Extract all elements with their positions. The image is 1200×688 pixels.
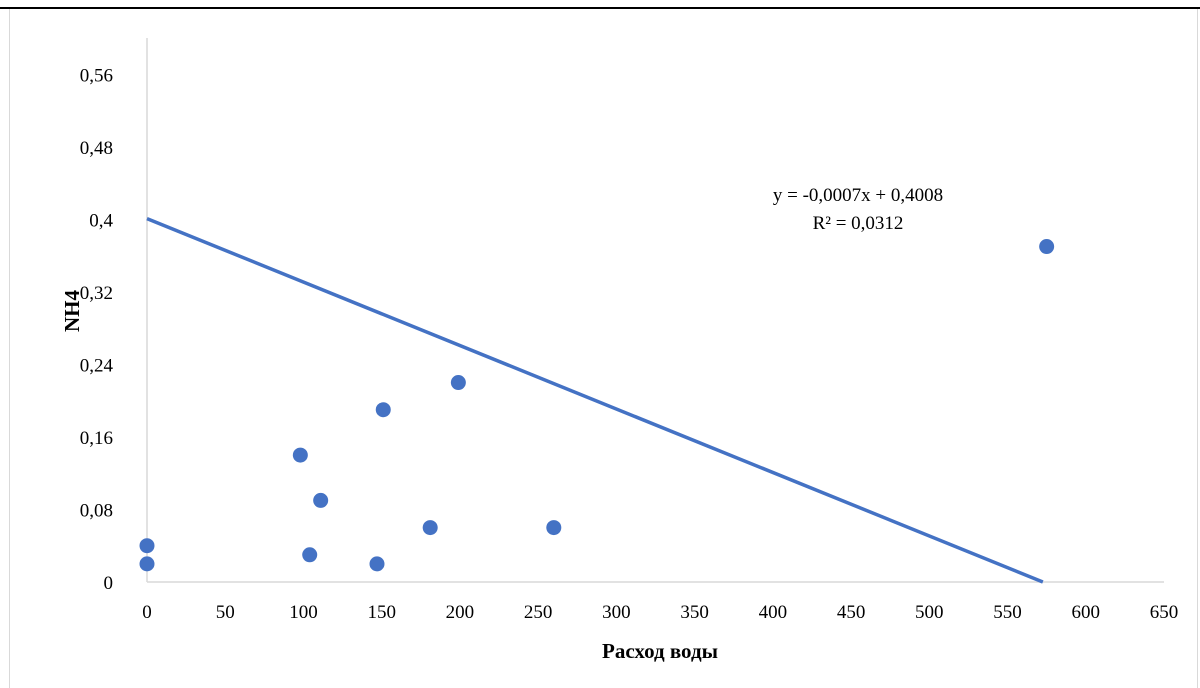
axes (146, 38, 1164, 583)
data-points (139, 239, 1055, 572)
data-point (546, 520, 562, 536)
data-point (313, 492, 329, 508)
y-tick-label: 0,16 (80, 428, 113, 449)
top-rule (0, 7, 1200, 9)
x-tick-label: 0 (142, 602, 152, 623)
x-tick-label: 650 (1150, 602, 1179, 623)
x-tick-label: 400 (759, 602, 788, 623)
x-tick-label: 100 (289, 602, 318, 623)
data-point (369, 556, 385, 572)
trendline-r-squared: R² = 0,0312 (813, 213, 904, 234)
data-point (1039, 239, 1055, 255)
trendline (146, 216, 1044, 584)
data-point (139, 538, 155, 554)
x-tick-label: 300 (602, 602, 631, 623)
x-tick-label: 200 (446, 602, 475, 623)
x-tick-label: 450 (837, 602, 866, 623)
y-tick-label: 0,4 (89, 210, 113, 231)
x-tick-label: 150 (367, 602, 396, 623)
y-tick-label: 0 (104, 573, 114, 594)
x-tick-label: 600 (1072, 602, 1101, 623)
data-point (302, 547, 318, 563)
y-axis-title: NH4 (60, 290, 84, 333)
x-tick-label: 250 (524, 602, 553, 623)
data-point (139, 556, 155, 572)
x-tick-label: 550 (993, 602, 1022, 623)
y-tick-label: 0,56 (80, 65, 113, 86)
x-axis-title: Расход воды (602, 639, 718, 663)
data-point (292, 447, 308, 463)
chart-frame (9, 9, 1198, 688)
y-tick-label: 0,24 (80, 355, 114, 376)
x-tick-label: 500 (915, 602, 944, 623)
y-tick-label: 0,08 (80, 500, 113, 521)
x-tick-label: 50 (216, 602, 235, 623)
data-point (422, 520, 438, 536)
y-tick-label: 0,48 (80, 138, 113, 159)
x-tick-label: 350 (680, 602, 709, 623)
x-tick-labels: 0 50 100 150 200 250 300 350 400 450 500 550 600 650 (142, 602, 1178, 623)
y-tick-label: 0,32 (80, 283, 113, 304)
data-point (375, 402, 391, 418)
data-point (450, 375, 466, 391)
y-tick-labels: 0 0,08 0,16 0,24 0,32 0,4 0,48 0,56 (80, 65, 114, 594)
trendline-equation: y = -0,0007x + 0,4008 (773, 185, 943, 206)
